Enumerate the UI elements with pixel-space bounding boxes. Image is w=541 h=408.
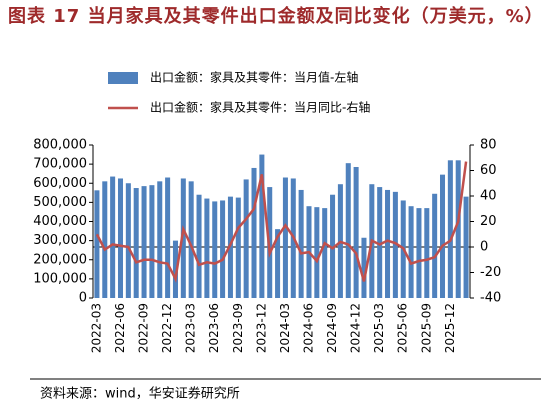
- x-tick-label: 2022-12: [160, 303, 174, 353]
- y-tick-label: 500,000: [33, 195, 87, 210]
- bar: [353, 166, 359, 298]
- y2-tick-label: 60: [480, 163, 497, 178]
- x-tick-label: 2025-09: [419, 303, 433, 353]
- y-tick-label: 100,000: [33, 271, 87, 286]
- bar: [298, 189, 304, 298]
- bar: [416, 208, 422, 298]
- bar: [432, 193, 438, 298]
- legend-label: 出口金额：家具及其零件：当月值-左轴: [150, 70, 358, 85]
- x-tick-label: 2025-03: [372, 303, 386, 353]
- bar: [204, 198, 210, 298]
- bar: [141, 186, 147, 298]
- x-tick-label: 2024-12: [349, 303, 363, 353]
- y2-tick-label: 20: [480, 214, 497, 229]
- bar: [149, 185, 155, 298]
- legend-label: 出口金额：家具及其零件：当月同比-右轴: [150, 100, 370, 115]
- bar: [330, 194, 336, 298]
- y-tick-label: 700,000: [33, 157, 87, 172]
- bar: [133, 188, 139, 298]
- bar: [110, 176, 116, 298]
- x-tick-label: 2023-03: [184, 303, 198, 353]
- x-tick-label: 2025-06: [396, 303, 410, 353]
- y-tick-label: 600,000: [33, 176, 87, 191]
- bar: [172, 240, 178, 298]
- bar: [94, 190, 100, 298]
- y-tick-label: 300,000: [33, 233, 87, 248]
- y2-tick-label: 0: [480, 240, 488, 255]
- bar: [165, 177, 171, 298]
- bar: [439, 174, 446, 298]
- bar: [345, 163, 351, 298]
- legend-swatch: [108, 72, 138, 84]
- bar: [180, 178, 186, 298]
- bar: [212, 201, 218, 298]
- x-tick-label: 2022-09: [137, 303, 151, 353]
- bar: [235, 197, 241, 298]
- x-tick-label: 2022-06: [113, 303, 127, 353]
- bar: [392, 191, 398, 298]
- bar: [102, 181, 108, 298]
- bar: [117, 178, 124, 298]
- x-tick-label: 2025-12: [443, 303, 457, 353]
- bar: [282, 177, 288, 298]
- bar: [243, 179, 249, 298]
- y2-tick-label: 40: [480, 189, 497, 204]
- bar: [220, 200, 226, 298]
- y-tick-label: 400,000: [33, 214, 87, 229]
- bar: [455, 160, 461, 298]
- bar: [314, 207, 320, 298]
- y-tick-label: 800,000: [33, 138, 87, 153]
- bar: [125, 183, 131, 298]
- x-tick-label: 2023-06: [207, 303, 221, 353]
- y-tick-label: 200,000: [33, 252, 87, 267]
- bar: [251, 167, 257, 298]
- y-tick-label: 0: [79, 291, 87, 306]
- x-tick-label: 2022-03: [89, 303, 103, 353]
- bar: [408, 206, 414, 298]
- bar: [227, 196, 233, 298]
- x-tick-label: 2023-09: [231, 303, 245, 353]
- bar: [447, 160, 453, 298]
- x-tick-label: 2023-12: [254, 303, 268, 353]
- bar: [196, 194, 202, 298]
- bar: [424, 208, 430, 298]
- y2-tick-label: 80: [480, 138, 497, 153]
- bar: [361, 237, 367, 298]
- chart-title: 图表 17 当月家具及其零件出口金额及同比变化（万美元，%）: [8, 6, 541, 27]
- bar: [377, 187, 383, 298]
- bar: [157, 181, 163, 298]
- x-tick-label: 2024-06: [301, 303, 315, 353]
- line: [95, 161, 468, 283]
- bar: [385, 189, 391, 298]
- x-tick-label: 2024-09: [325, 303, 339, 353]
- bar: [188, 181, 194, 298]
- y2-tick-label: -20: [480, 265, 501, 280]
- y2-tick-label: -40: [480, 291, 501, 306]
- source: 资料来源：wind，华安证券研究所: [40, 386, 240, 402]
- x-tick-label: 2024-03: [278, 303, 292, 353]
- bar: [463, 196, 469, 298]
- bar: [322, 208, 328, 298]
- bar: [275, 229, 281, 298]
- bar: [259, 154, 265, 298]
